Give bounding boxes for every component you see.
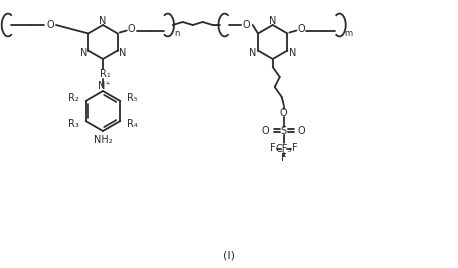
Text: S: S — [281, 126, 287, 136]
Text: n: n — [174, 28, 180, 38]
Text: N: N — [119, 49, 126, 58]
Text: O: O — [128, 24, 136, 35]
Text: N: N — [249, 49, 256, 58]
Text: F: F — [281, 153, 287, 163]
Text: NH₂: NH₂ — [94, 135, 112, 145]
Text: O: O — [46, 20, 54, 30]
Text: F: F — [292, 143, 298, 153]
Text: N: N — [269, 16, 277, 25]
Text: N: N — [80, 49, 87, 58]
Text: R₅: R₅ — [127, 93, 138, 103]
Text: O: O — [243, 20, 251, 30]
Text: CF₃: CF₃ — [276, 144, 292, 154]
Text: N: N — [99, 16, 107, 25]
Text: R₁: R₁ — [100, 69, 110, 79]
Text: O: O — [262, 126, 270, 136]
Text: F: F — [270, 143, 276, 153]
Text: R₂: R₂ — [68, 93, 79, 103]
Text: R₃: R₃ — [68, 119, 79, 129]
Text: O: O — [298, 126, 305, 136]
Text: N⁺: N⁺ — [98, 81, 110, 91]
Text: N: N — [289, 49, 296, 58]
Text: O: O — [280, 108, 288, 118]
Text: O: O — [298, 24, 305, 35]
Text: m: m — [344, 28, 353, 38]
Text: R₄: R₄ — [127, 119, 138, 129]
Text: (I): (I) — [223, 250, 235, 260]
